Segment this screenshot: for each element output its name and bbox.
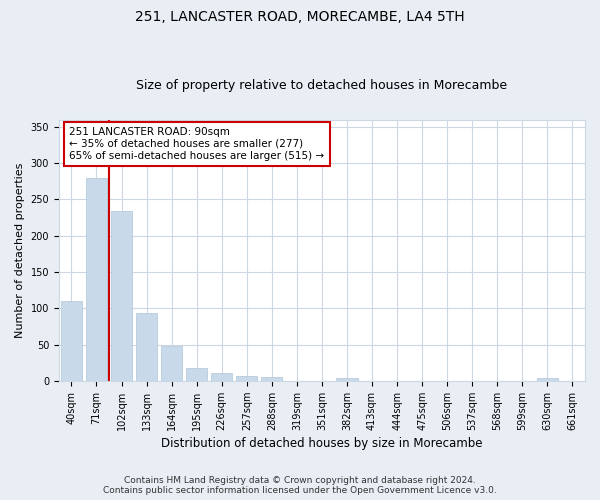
Bar	[111, 211, 132, 381]
Text: Contains HM Land Registry data © Crown copyright and database right 2024.
Contai: Contains HM Land Registry data © Crown c…	[103, 476, 497, 495]
Text: 251 LANCASTER ROAD: 90sqm
← 35% of detached houses are smaller (277)
65% of semi: 251 LANCASTER ROAD: 90sqm ← 35% of detac…	[70, 128, 325, 160]
Title: Size of property relative to detached houses in Morecambe: Size of property relative to detached ho…	[136, 79, 508, 92]
Bar	[337, 378, 358, 381]
Y-axis label: Number of detached properties: Number of detached properties	[15, 162, 25, 338]
Bar	[161, 346, 182, 381]
Text: 251, LANCASTER ROAD, MORECAMBE, LA4 5TH: 251, LANCASTER ROAD, MORECAMBE, LA4 5TH	[135, 10, 465, 24]
Bar	[86, 178, 107, 381]
Bar	[61, 301, 82, 381]
Bar	[186, 368, 208, 381]
Bar	[136, 312, 157, 381]
Bar	[261, 377, 283, 381]
Bar	[537, 378, 558, 381]
X-axis label: Distribution of detached houses by size in Morecambe: Distribution of detached houses by size …	[161, 437, 483, 450]
Bar	[211, 373, 232, 381]
Bar	[236, 376, 257, 381]
